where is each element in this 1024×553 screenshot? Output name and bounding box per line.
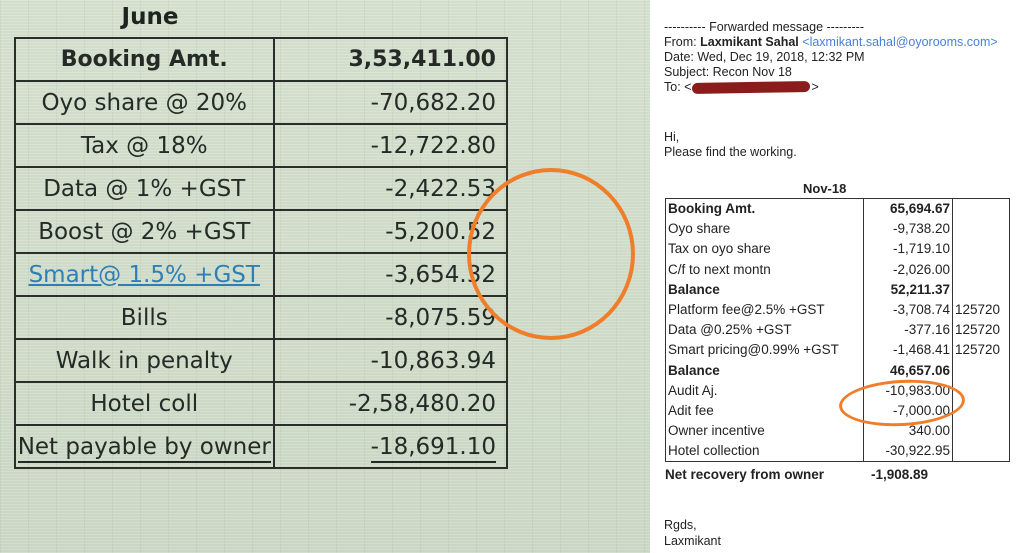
from-label: From: — [664, 35, 697, 49]
row-label: Walk in penalty — [14, 338, 275, 383]
subject-line: Subject: Recon Nov 18 — [664, 65, 792, 79]
table-row: Data @ 1% +GST -2,422.53 — [14, 166, 508, 211]
table-row: Audit Aj. -10,983.00 — [665, 380, 1010, 401]
redaction-mark — [692, 81, 811, 95]
month-title: June — [121, 4, 179, 30]
table-row: Hotel coll -2,58,480.20 — [14, 381, 508, 426]
row-value: -2,58,480.20 — [272, 381, 508, 426]
row-label: Data @ 1% +GST — [14, 166, 275, 211]
row-value: -8,075.59 — [272, 295, 508, 340]
table-title: Nov-18 — [803, 181, 847, 196]
table-row: Oyo share -9,738.20 — [665, 219, 1010, 240]
forwarded-header: ---------- Forwarded message --------- — [664, 20, 864, 34]
net-recovery-value: -1,908.89 — [871, 467, 929, 482]
table-row: C/f to next montn -2,026.00 — [665, 259, 1010, 280]
table-row: Oyo share @ 20% -70,682.20 — [14, 80, 508, 125]
table-row: Owner incentive 340.00 — [665, 421, 1010, 442]
from-line: From: Laxmikant Sahal <laxmikant.sahal@o… — [664, 35, 998, 50]
row-value: -2,422.53 — [272, 166, 508, 211]
table-row: Adit fee -7,000.00 — [665, 400, 1010, 422]
date-line: Date: Wed, Dec 19, 2018, 12:32 PM — [664, 50, 865, 64]
table-row: Walk in penalty -10,863.94 — [14, 338, 508, 383]
row-label: Hotel coll — [14, 381, 275, 426]
june-recon-table: Booking Amt. 3,53,411.00 Oyo share @ 20%… — [14, 37, 508, 469]
to-line: To: < > — [664, 80, 819, 95]
table-row: Smart@ 1.5% +GST -3,654.32 — [14, 252, 508, 297]
row-label: Tax @ 18% — [14, 123, 275, 168]
row-value: -12,722.80 — [272, 123, 508, 168]
net-recovery-row: Net recovery from owner -1,908.89 — [665, 467, 955, 482]
to-label: To: < — [664, 80, 692, 94]
table-row-net: Net payable by owner -18,691.10 — [14, 424, 508, 469]
table-row: Balance 52,211.37 — [665, 279, 1010, 300]
table-row: Bills -8,075.59 — [14, 295, 508, 340]
row-label: Booking Amt. — [14, 37, 275, 82]
highlight-circle-annotation — [467, 168, 635, 340]
greeting: Hi, — [664, 130, 680, 144]
table-row: Hotel collection -30,922.95 — [665, 441, 1010, 462]
signature: Laxmikant — [664, 534, 721, 548]
email-screenshot: ---------- Forwarded message --------- F… — [655, 0, 1024, 553]
net-value: -18,691.10 — [370, 433, 496, 463]
table-row: Boost @ 2% +GST -5,200.52 — [14, 209, 508, 254]
table-row: Balance 46,657.06 — [665, 360, 1010, 381]
sender-email-link[interactable]: <laxmikant.sahal@oyorooms.com> — [802, 35, 998, 49]
signoff: Rgds, — [664, 518, 697, 532]
net-recovery-label: Net recovery from owner — [665, 467, 825, 482]
spreadsheet-photo: June Booking Amt. 3,53,411.00 Oyo share … — [0, 0, 650, 553]
row-value: -70,682.20 — [272, 80, 508, 125]
body-text: Please find the working. — [664, 145, 797, 159]
table-row: Data @0.25% +GST -377.16 125720 — [665, 320, 1010, 341]
table-row: Tax on oyo share -1,719.10 — [665, 239, 1010, 260]
table-row: Booking Amt. 65,694.67 — [665, 198, 1010, 220]
row-label: Oyo share @ 20% — [14, 80, 275, 125]
row-label: Boost @ 2% +GST — [14, 209, 275, 254]
smart-link-label[interactable]: Smart@ 1.5% +GST — [14, 252, 275, 297]
table-row: Smart pricing@0.99% +GST -1,468.41 125720 — [665, 340, 1010, 361]
row-value: -10,863.94 — [272, 338, 508, 383]
net-label: Net payable by owner — [17, 433, 271, 463]
nov-recon-table: Booking Amt. 65,694.67 Oyo share -9,738.20… — [665, 198, 1010, 463]
table-row: Booking Amt. 3,53,411.00 — [14, 37, 508, 82]
sender-name: Laxmikant Sahal — [700, 35, 799, 49]
table-row: Platform fee@2.5% +GST -3,708.74 125720 — [665, 299, 1010, 321]
table-row: Tax @ 18% -12,722.80 — [14, 123, 508, 168]
row-value: 3,53,411.00 — [272, 37, 508, 82]
row-label: Bills — [14, 295, 275, 340]
